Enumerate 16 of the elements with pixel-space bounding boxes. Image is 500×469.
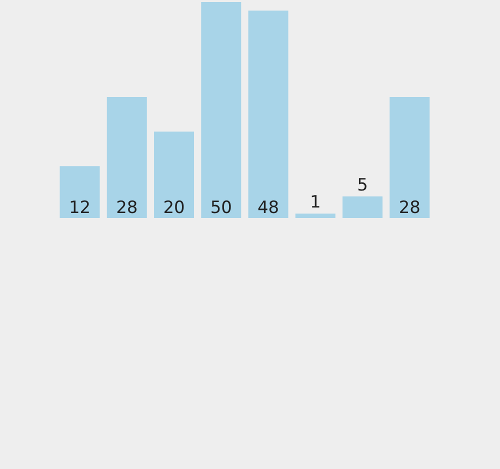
bar <box>295 214 336 218</box>
data-label: 28 <box>116 198 138 218</box>
bar <box>390 97 430 218</box>
data-label: 5 <box>357 175 368 196</box>
data-label: 50 <box>210 198 232 218</box>
data-label: 28 <box>398 198 420 218</box>
bar <box>106 97 147 218</box>
bar <box>60 166 100 218</box>
bar <box>248 10 288 218</box>
bar <box>201 2 242 218</box>
bar <box>342 196 383 218</box>
data-label: 48 <box>257 198 280 218</box>
data-label: 1 <box>310 192 321 213</box>
data-label: 20 <box>163 198 185 218</box>
bar <box>154 132 194 218</box>
data-label: 12 <box>68 198 91 218</box>
